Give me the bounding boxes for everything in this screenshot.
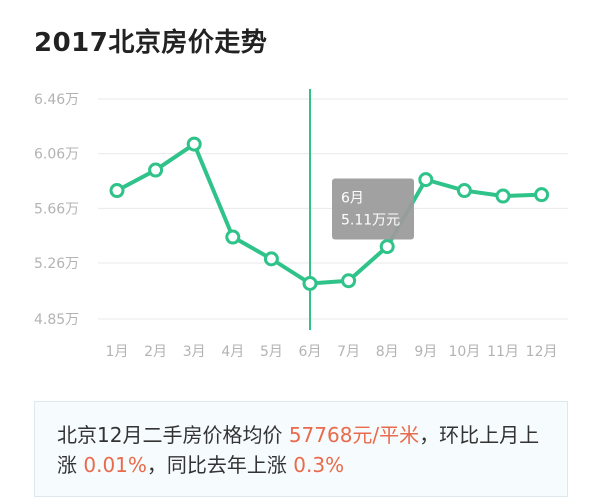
y-tick-label: 5.66万 (34, 201, 79, 217)
x-tick-label: 8月 (376, 344, 399, 360)
data-point[interactable] (148, 162, 164, 178)
tooltip-month: 6月 (341, 190, 364, 206)
data-point[interactable] (418, 172, 434, 188)
x-tick-label: 12月 (526, 344, 558, 360)
x-tick-label: 5月 (260, 344, 283, 360)
x-tick-label: 1月 (106, 344, 129, 360)
data-point[interactable] (341, 273, 357, 289)
summary-text: ，环比上月上涨 (57, 423, 540, 477)
x-tick-label: 6月 (299, 344, 322, 360)
summary-panel: 北京12月二手房价格均价 57768元/平米，环比上月上涨 0.01%，同比去年… (34, 401, 568, 497)
mom-change: 0.01% (83, 453, 147, 477)
tooltip-box (332, 178, 414, 240)
data-point[interactable] (456, 183, 472, 199)
y-tick-label: 6.06万 (34, 147, 79, 163)
x-tick-label: 3月 (183, 344, 206, 360)
yoy-change: 0.3% (293, 453, 345, 477)
tooltip-value: 5.11万元 (341, 212, 400, 228)
data-point[interactable] (495, 188, 511, 204)
data-point[interactable] (302, 275, 318, 291)
y-tick-label: 5.26万 (34, 256, 79, 272)
y-tick-label: 4.85万 (34, 312, 79, 328)
x-tick-label: 2月 (144, 344, 167, 360)
y-axis: 6.46万 6.06万 5.66万 5.26万 4.85万 (34, 92, 79, 328)
data-points (109, 136, 550, 291)
summary-text: ，同比去年上涨 (146, 453, 294, 477)
data-point[interactable] (263, 251, 279, 267)
x-axis: 1月 2月 3月 4月 5月 6月 7月 8月 9月 10月 11月 12月 (106, 344, 558, 360)
data-point[interactable] (379, 239, 395, 255)
avg-price: 57768元/平米 (288, 423, 420, 447)
summary-text: 北京12月二手房价格均价 (57, 423, 289, 447)
x-tick-label: 11月 (487, 344, 519, 360)
data-point[interactable] (109, 183, 125, 199)
page-title: 2017北京房价走势 (34, 28, 268, 58)
x-tick-label: 4月 (221, 344, 244, 360)
data-point[interactable] (225, 229, 241, 245)
data-point[interactable] (186, 136, 202, 152)
x-tick-label: 9月 (414, 344, 437, 360)
x-tick-label: 7月 (337, 344, 360, 360)
y-tick-label: 6.46万 (34, 92, 79, 108)
tooltip: 6月 5.11万元 (332, 178, 414, 240)
data-point[interactable] (534, 187, 550, 203)
x-tick-label: 10月 (448, 344, 480, 360)
price-trend-chart: 6.46万 6.06万 5.66万 5.26万 4.85万 1月 2月 3月 4月 5月 6月 7月… (34, 89, 568, 360)
